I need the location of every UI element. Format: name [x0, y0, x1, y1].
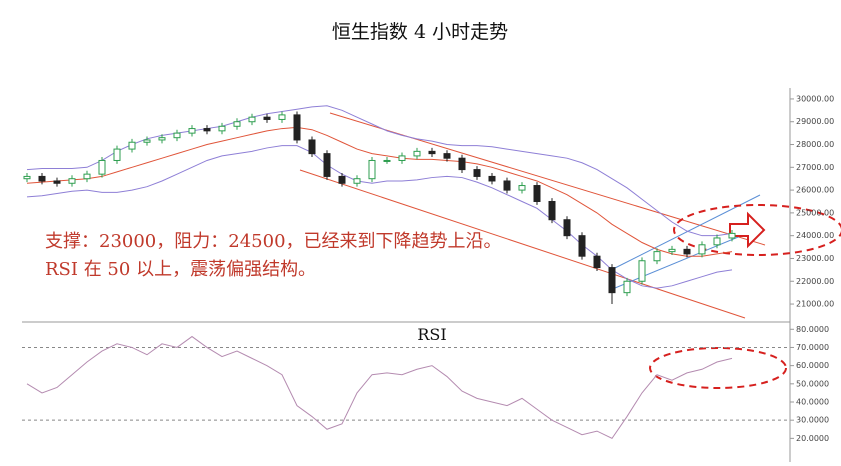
trend-line — [329, 112, 766, 246]
candle-body — [668, 248, 676, 253]
rsi-line — [26, 335, 733, 440]
y-tick-label: 70.0000 — [796, 343, 829, 352]
y-tick-label: 30000.00 — [796, 94, 834, 103]
band-line — [26, 126, 733, 257]
candle-body — [653, 251, 661, 262]
chart-title: 恒生指数 4 小时走势 — [332, 21, 508, 43]
candle-body — [398, 155, 406, 161]
trend-line — [299, 169, 746, 319]
highlight-ellipse — [673, 204, 841, 256]
candle-body — [53, 180, 61, 184]
candle-body — [518, 185, 526, 191]
band-line — [26, 105, 733, 237]
candle-body — [263, 116, 271, 120]
y-tick-label: 20.0000 — [796, 434, 829, 443]
y-tick-label: 25000.00 — [796, 208, 834, 217]
candle-body — [593, 255, 601, 269]
arrow — [729, 211, 766, 249]
candle-body — [473, 169, 481, 177]
candle-body — [383, 159, 391, 162]
candle-body — [413, 150, 421, 157]
y-tick-label: 40.0000 — [796, 398, 829, 407]
candle-body — [233, 121, 241, 127]
candle-body — [158, 137, 166, 141]
annotation: RSI 在 50 以上，震荡偏强结构。 — [45, 259, 316, 280]
rsi-title: RSI — [417, 325, 446, 344]
candle-body — [323, 153, 331, 177]
candle-body — [698, 244, 706, 255]
candle-body — [638, 260, 646, 282]
annotation: 支撑：23000，阻力：24500，已经来到下降趋势上沿。 — [45, 231, 502, 252]
highlight-ellipse — [649, 347, 787, 389]
candle-body — [308, 139, 316, 155]
candle-body — [188, 128, 196, 134]
candle-body — [128, 141, 136, 150]
candle-body — [608, 267, 616, 294]
y-tick-label: 80.0000 — [796, 325, 829, 334]
candle-body — [218, 125, 226, 132]
candle-body — [713, 237, 721, 246]
candle-body — [353, 178, 361, 184]
candle-body — [488, 175, 496, 182]
y-tick-label: 21000.00 — [796, 300, 834, 309]
candle-body — [173, 132, 181, 139]
candle-body — [83, 173, 91, 180]
y-tick-label: 23000.00 — [796, 254, 834, 263]
candle-body — [38, 175, 46, 182]
candle-body — [113, 148, 121, 161]
candle-body — [428, 150, 436, 155]
candle-body — [578, 235, 586, 257]
candle-body — [23, 175, 31, 180]
candle-body — [143, 139, 151, 143]
candle-body — [68, 178, 76, 184]
y-tick-label: 50.0000 — [796, 379, 829, 388]
candle-body — [293, 114, 301, 141]
y-tick-label: 30.0000 — [796, 416, 829, 425]
y-tick-label: 26000.00 — [796, 186, 834, 195]
candle-body — [443, 153, 451, 159]
candle-body — [683, 248, 691, 255]
candle-body — [623, 280, 631, 294]
candle-body — [458, 157, 466, 171]
candle-body — [728, 232, 736, 239]
candle-body — [503, 180, 511, 191]
candle-body — [368, 159, 376, 180]
y-tick-label: 28000.00 — [796, 140, 834, 149]
y-tick-label: 29000.00 — [796, 117, 834, 126]
y-tick-label: 22000.00 — [796, 277, 834, 286]
candle-body — [548, 200, 556, 221]
y-tick-label: 60.0000 — [796, 361, 829, 370]
y-tick-label: 27000.00 — [796, 163, 834, 172]
y-tick-label: 24000.00 — [796, 231, 834, 240]
candle-body — [248, 116, 256, 123]
candle-body — [203, 128, 211, 132]
candle-body — [98, 159, 106, 175]
candle-body — [278, 114, 286, 120]
candle-body — [563, 219, 571, 237]
candle-body — [338, 175, 346, 184]
candle-body — [533, 185, 541, 202]
